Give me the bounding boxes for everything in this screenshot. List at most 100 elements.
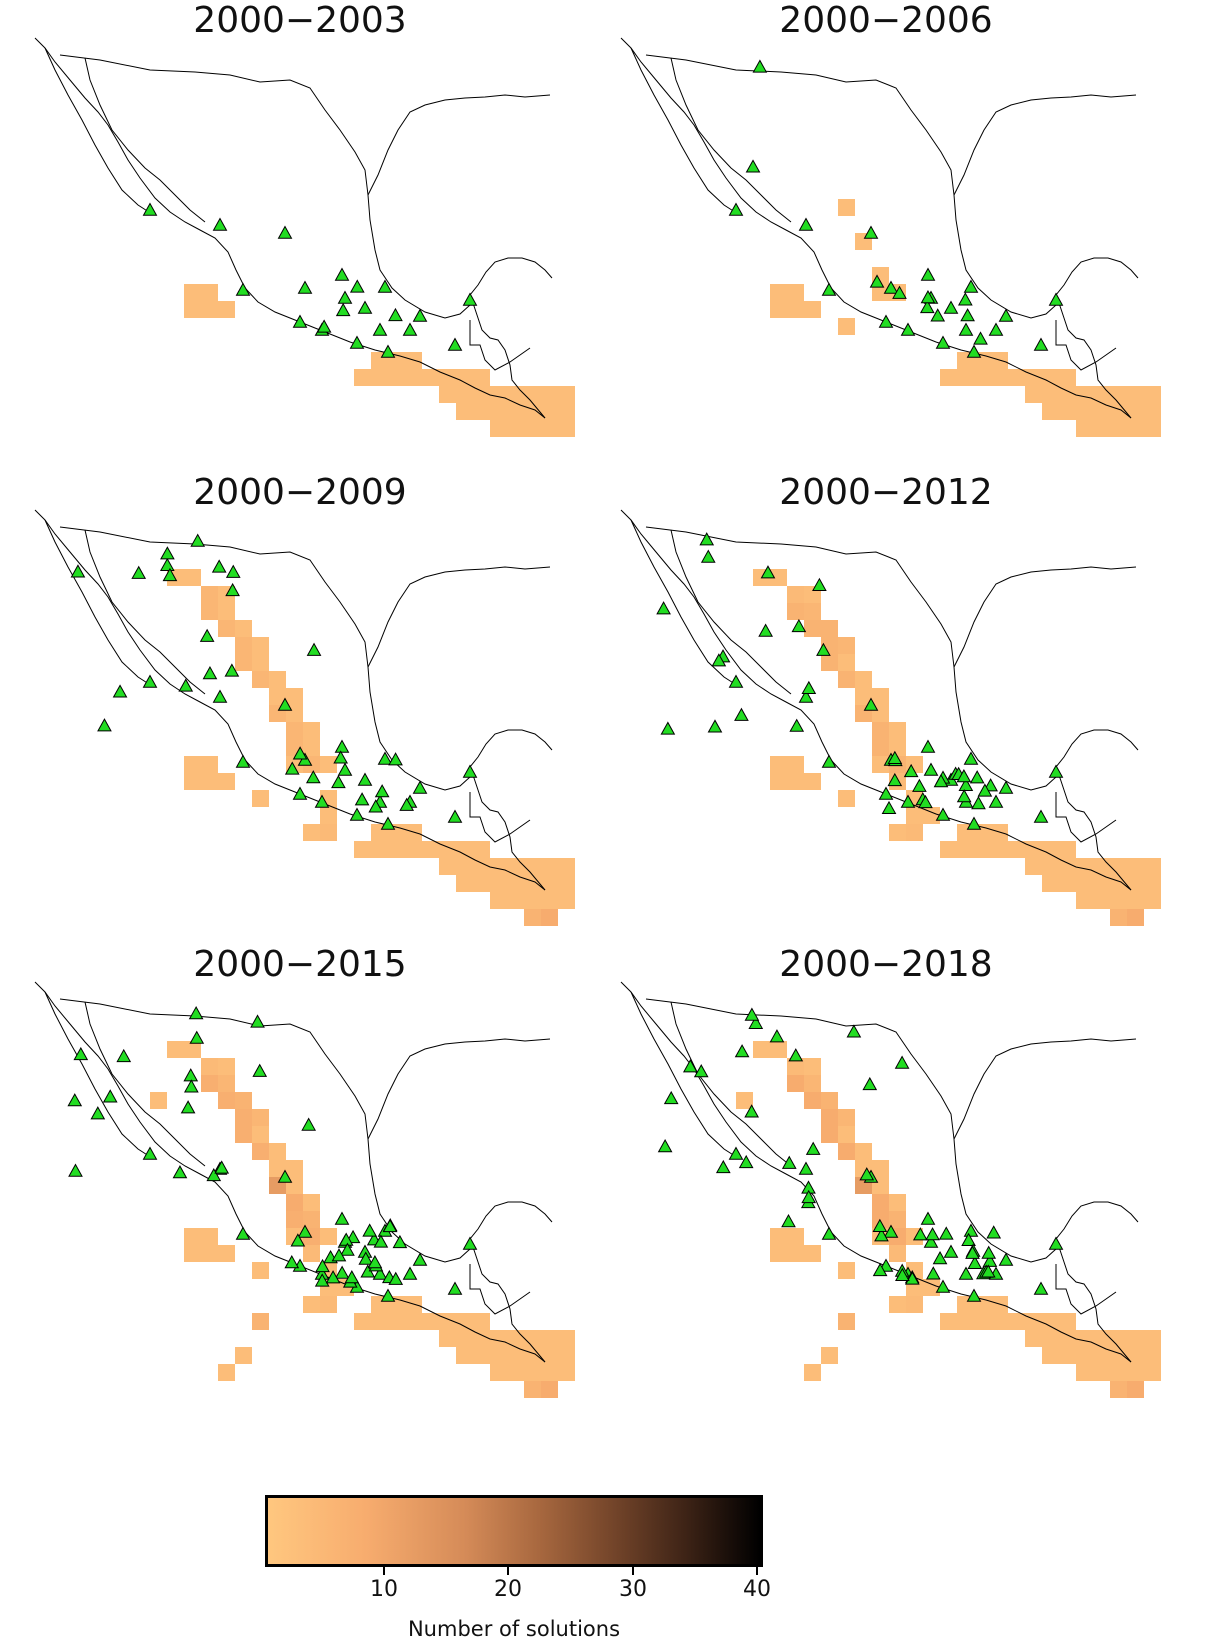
heatmap-cell [252,790,269,807]
heatmap-cell [286,722,303,739]
heatmap-cell [235,1109,252,1126]
heatmap-cell [1093,875,1110,892]
heatmap-cell [184,756,201,773]
heatmap-cell [201,1058,218,1075]
coastline-path [1055,1201,1139,1363]
station-triangle-icon [859,1167,875,1181]
station-triangle-icon [938,1226,954,1240]
station-triangle-icon [956,789,972,803]
coastline-path [670,1001,792,1167]
coastline-path [620,509,1132,891]
heatmap-cell [558,420,575,437]
heatmap-cell [473,858,490,875]
station-triangle-icon [801,680,817,695]
heatmap-cell [1042,858,1059,875]
heatmap-cell [218,301,235,318]
panel-title: 2000−2006 [779,0,993,41]
station-triangle-icon [963,751,979,765]
station-triangle-icon [447,337,463,351]
heatmap-cell [838,1313,855,1330]
station-triangle-icon [290,1233,306,1247]
heatmap-cell [269,671,286,688]
station-triangle-icon [715,1159,731,1174]
heatmap-cell [1144,858,1161,875]
heatmap-cell [1144,892,1161,909]
station-triangle-icon [388,752,403,766]
station-triangle-icon [920,1211,936,1225]
station-triangle-icon [159,557,175,572]
heatmap-cell [252,654,269,671]
station-triangle-icon [412,308,428,322]
station-triangle-icon [354,792,370,806]
station-triangle-icon [900,322,916,336]
station-triangle-icon [971,795,986,810]
heatmap-cell [524,1364,541,1381]
heatmap-cell [821,654,838,671]
station-triangle-icon [781,1214,796,1228]
colorbar-label: Number of solutions [407,1617,621,1641]
coastline-path [44,991,153,1159]
station-triangle-icon [943,1244,959,1258]
heatmap-cell [872,1211,889,1228]
heatmap-cell [252,1126,269,1143]
heatmap-cell [524,1347,541,1364]
station-triangle-icon [965,1245,980,1259]
heatmap-cell [218,1075,235,1092]
station-triangle-icon [878,314,894,328]
coastline-path [1055,320,1117,371]
colorbar-tick-label: 10 [370,1577,398,1602]
station-triangle-icon [340,1242,355,1256]
station-triangle-icon [699,532,715,546]
station-triangle-icon [344,1270,360,1284]
station-triangle-icon [693,1064,709,1078]
station-triangle-icon [748,1015,764,1029]
heatmap-cell [422,369,439,386]
station-triangle-icon [335,302,351,317]
station-triangle-icon [918,794,933,809]
heatmap-cell [218,603,235,620]
heatmap-cell [889,1296,906,1313]
station-triangle-icon [682,1059,698,1073]
heatmap-cell [1127,1381,1144,1398]
station-triangle-icon [284,761,300,775]
coastline-path [367,1038,551,1140]
map-canvas [620,509,1161,926]
map-canvas [34,37,575,437]
heatmap-cell [286,688,303,705]
station-triangle-icon [963,279,979,293]
heatmap-cell [541,1330,558,1347]
heatmap-cell [1110,892,1127,909]
station-triangle-icon [960,308,975,322]
heatmap-cell [1059,1330,1076,1347]
heatmap-cell [184,1041,201,1058]
station-triangle-icon [821,754,837,768]
heatmap-cell [558,386,575,403]
station-triangle-icon [372,322,388,336]
station-triangle-icon [925,1227,940,1241]
heatmap-cell [1110,386,1127,403]
station-triangle-icon [894,1055,910,1069]
heatmap-cell [1110,420,1127,437]
heatmap-cell [235,1092,252,1109]
station-triangle-icon [920,739,936,753]
station-triangle-icon [292,314,308,328]
station-triangle-icon [349,335,365,349]
heatmap-cell [303,1194,320,1211]
heatmap-cell [524,386,541,403]
map-panel-2018: 2000−2018 [586,944,1186,1434]
heatmap-cell [889,739,906,756]
station-triangle-icon [700,549,716,563]
station-triangle-icon [377,751,393,765]
heatmap-cell [1093,1364,1110,1381]
heatmap-cell [371,1313,388,1330]
heatmap-cell [184,284,201,301]
heatmap-cell [371,369,388,386]
station-triangle-icon [744,1007,760,1021]
coastline-path [953,94,1137,196]
heatmap-cell [838,199,855,216]
colorbar-gradient [265,1495,763,1567]
heatmap-cell [303,722,320,739]
heatmap-cell [558,1330,575,1347]
heatmap-cell [1042,875,1059,892]
station-triangle-icon [789,718,805,732]
